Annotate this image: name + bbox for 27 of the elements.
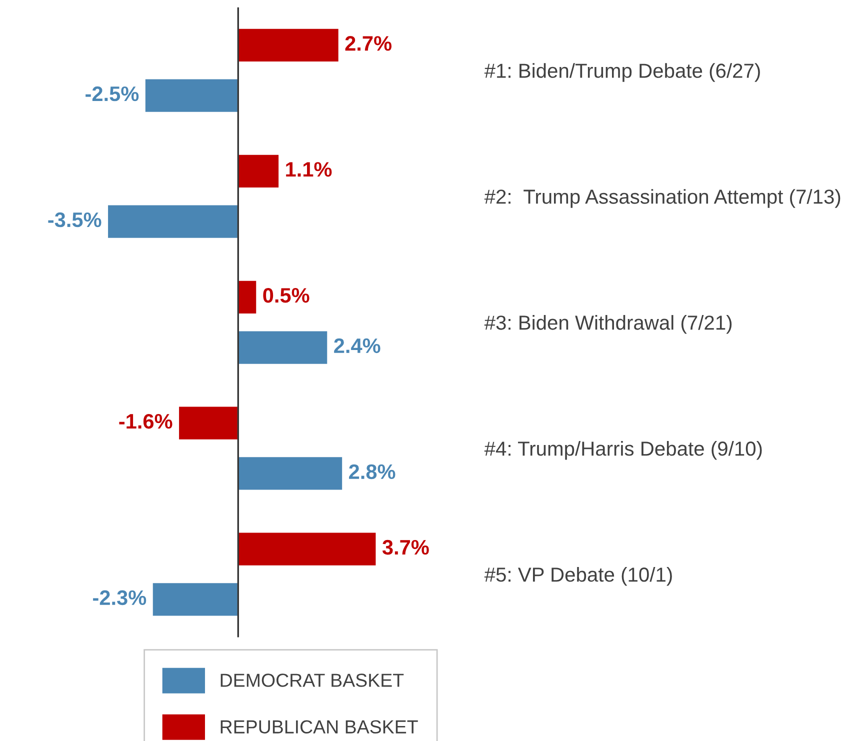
data-label: 0.5%	[263, 288, 310, 303]
bar	[106, 204, 239, 240]
data-label: 2.7%	[345, 36, 392, 51]
data-label: -3.5%	[48, 212, 102, 228]
bar	[237, 330, 329, 366]
data-label: -2.5%	[86, 86, 139, 102]
legend-label: DEMOCRAT BASKET	[220, 674, 404, 687]
data-label: -1.6%	[119, 414, 172, 429]
bar	[237, 28, 340, 63]
y-tick-label: #2: Trump Assassination Attempt (7/13)	[484, 189, 840, 208]
data-label: -2.3%	[93, 590, 146, 606]
bar	[151, 582, 239, 618]
data-label: 2.8%	[349, 464, 396, 480]
bar	[237, 279, 258, 315]
bar	[144, 78, 239, 114]
y-tick-label: #4: Trump/Harris Debate (9/10)	[484, 441, 762, 460]
data-label: 2.4%	[334, 338, 380, 354]
y-tick-label: #5: VP Debate (10/1)	[484, 566, 672, 586]
legend-label: REPUBLICAN BASKET	[220, 720, 418, 734]
bar	[237, 456, 344, 492]
bar	[178, 405, 239, 441]
bar	[237, 531, 378, 567]
data-label: 3.7%	[382, 540, 429, 555]
bar	[237, 153, 280, 189]
y-tick-label: #1: Biden/Trump Debate (6/27)	[484, 63, 760, 82]
y-tick-label: #3: Biden Withdrawal (7/21)	[484, 315, 732, 334]
data-label: 1.1%	[286, 162, 332, 177]
